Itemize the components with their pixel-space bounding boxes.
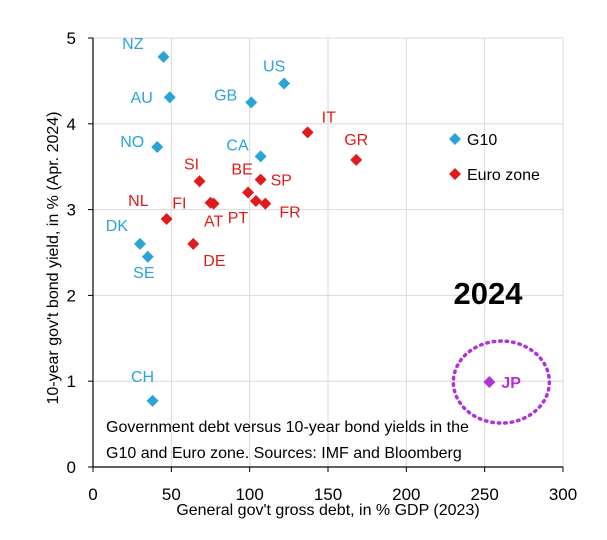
point-label-it: IT (322, 109, 336, 126)
x-tick-label: 250 (470, 485, 498, 504)
point-label-au: AU (131, 90, 153, 107)
data-point-at (207, 197, 220, 210)
data-point-si (193, 175, 206, 188)
note-line-2: G10 and Euro zone. Sources: IMF and Bloo… (106, 445, 462, 462)
point-label-de: DE (203, 253, 225, 270)
data-point-sp (254, 173, 267, 186)
point-label-fi: FI (172, 196, 186, 213)
point-label-at: AT (204, 214, 223, 231)
legend-label-euro-zone: Euro zone (467, 167, 540, 184)
data-point-no (151, 140, 164, 153)
data-point-au (163, 91, 176, 104)
y-tick-label: 4 (67, 115, 76, 134)
x-tick-label: 50 (162, 485, 181, 504)
data-point-dk (134, 237, 146, 250)
year-annotation: 2024 (454, 276, 524, 311)
legend-marker-euro-zone (449, 168, 461, 180)
data-point-it (301, 126, 314, 139)
point-label-us: US (263, 58, 285, 75)
data-point-ca (254, 150, 267, 163)
data-point-jp (483, 376, 496, 389)
data-point-de (187, 237, 200, 250)
data-point-se (141, 250, 154, 263)
point-label-nl: NL (128, 193, 149, 210)
y-tick-label: 5 (67, 29, 76, 48)
y-tick-label: 2 (67, 286, 76, 305)
x-tick-label: 100 (235, 485, 263, 504)
data-point-be (242, 186, 255, 199)
point-label-nz: NZ (122, 36, 144, 53)
data-point-us (278, 77, 291, 90)
x-tick-label: 0 (88, 485, 97, 504)
data-point-ch (146, 394, 159, 407)
point-label-jp: JP (501, 375, 521, 392)
point-label-si: SI (184, 156, 199, 173)
jp-highlight-ellipse (451, 339, 552, 425)
legend-marker-g10 (449, 133, 461, 145)
x-axis-title: General gov't gross debt, in % GDP (2023… (176, 502, 479, 519)
note-line-1: Government debt versus 10-year bond yiel… (106, 419, 469, 436)
data-point-gb (245, 96, 258, 109)
y-tick-label: 1 (67, 372, 76, 391)
data-point-nz (157, 50, 170, 63)
point-label-gr: GR (344, 132, 368, 149)
point-label-ca: CA (226, 137, 249, 154)
legend-label-g10: G10 (467, 132, 497, 149)
point-label-be: BE (231, 161, 252, 178)
x-tick-label: 300 (549, 485, 577, 504)
data-point-gr (350, 153, 363, 166)
point-label-fr: FR (279, 205, 300, 222)
data-point-fr (259, 197, 272, 210)
point-label-no: NO (120, 134, 144, 151)
x-tick-label: 150 (314, 485, 342, 504)
point-label-gb: GB (214, 87, 237, 104)
data-point-nl (160, 213, 173, 226)
y-tick-label: 3 (67, 201, 76, 220)
y-axis-title: 10-year gov't bond yield, in % (Apr. 202… (45, 112, 62, 405)
point-label-sp: SP (271, 173, 292, 190)
point-label-ch: CH (131, 369, 154, 386)
point-label-se: SE (133, 265, 154, 282)
point-label-dk: DK (106, 218, 129, 235)
x-tick-label: 200 (392, 485, 420, 504)
point-label-pt: PT (228, 210, 249, 227)
y-tick-label: 0 (67, 458, 76, 477)
data-point-pt (249, 195, 262, 208)
